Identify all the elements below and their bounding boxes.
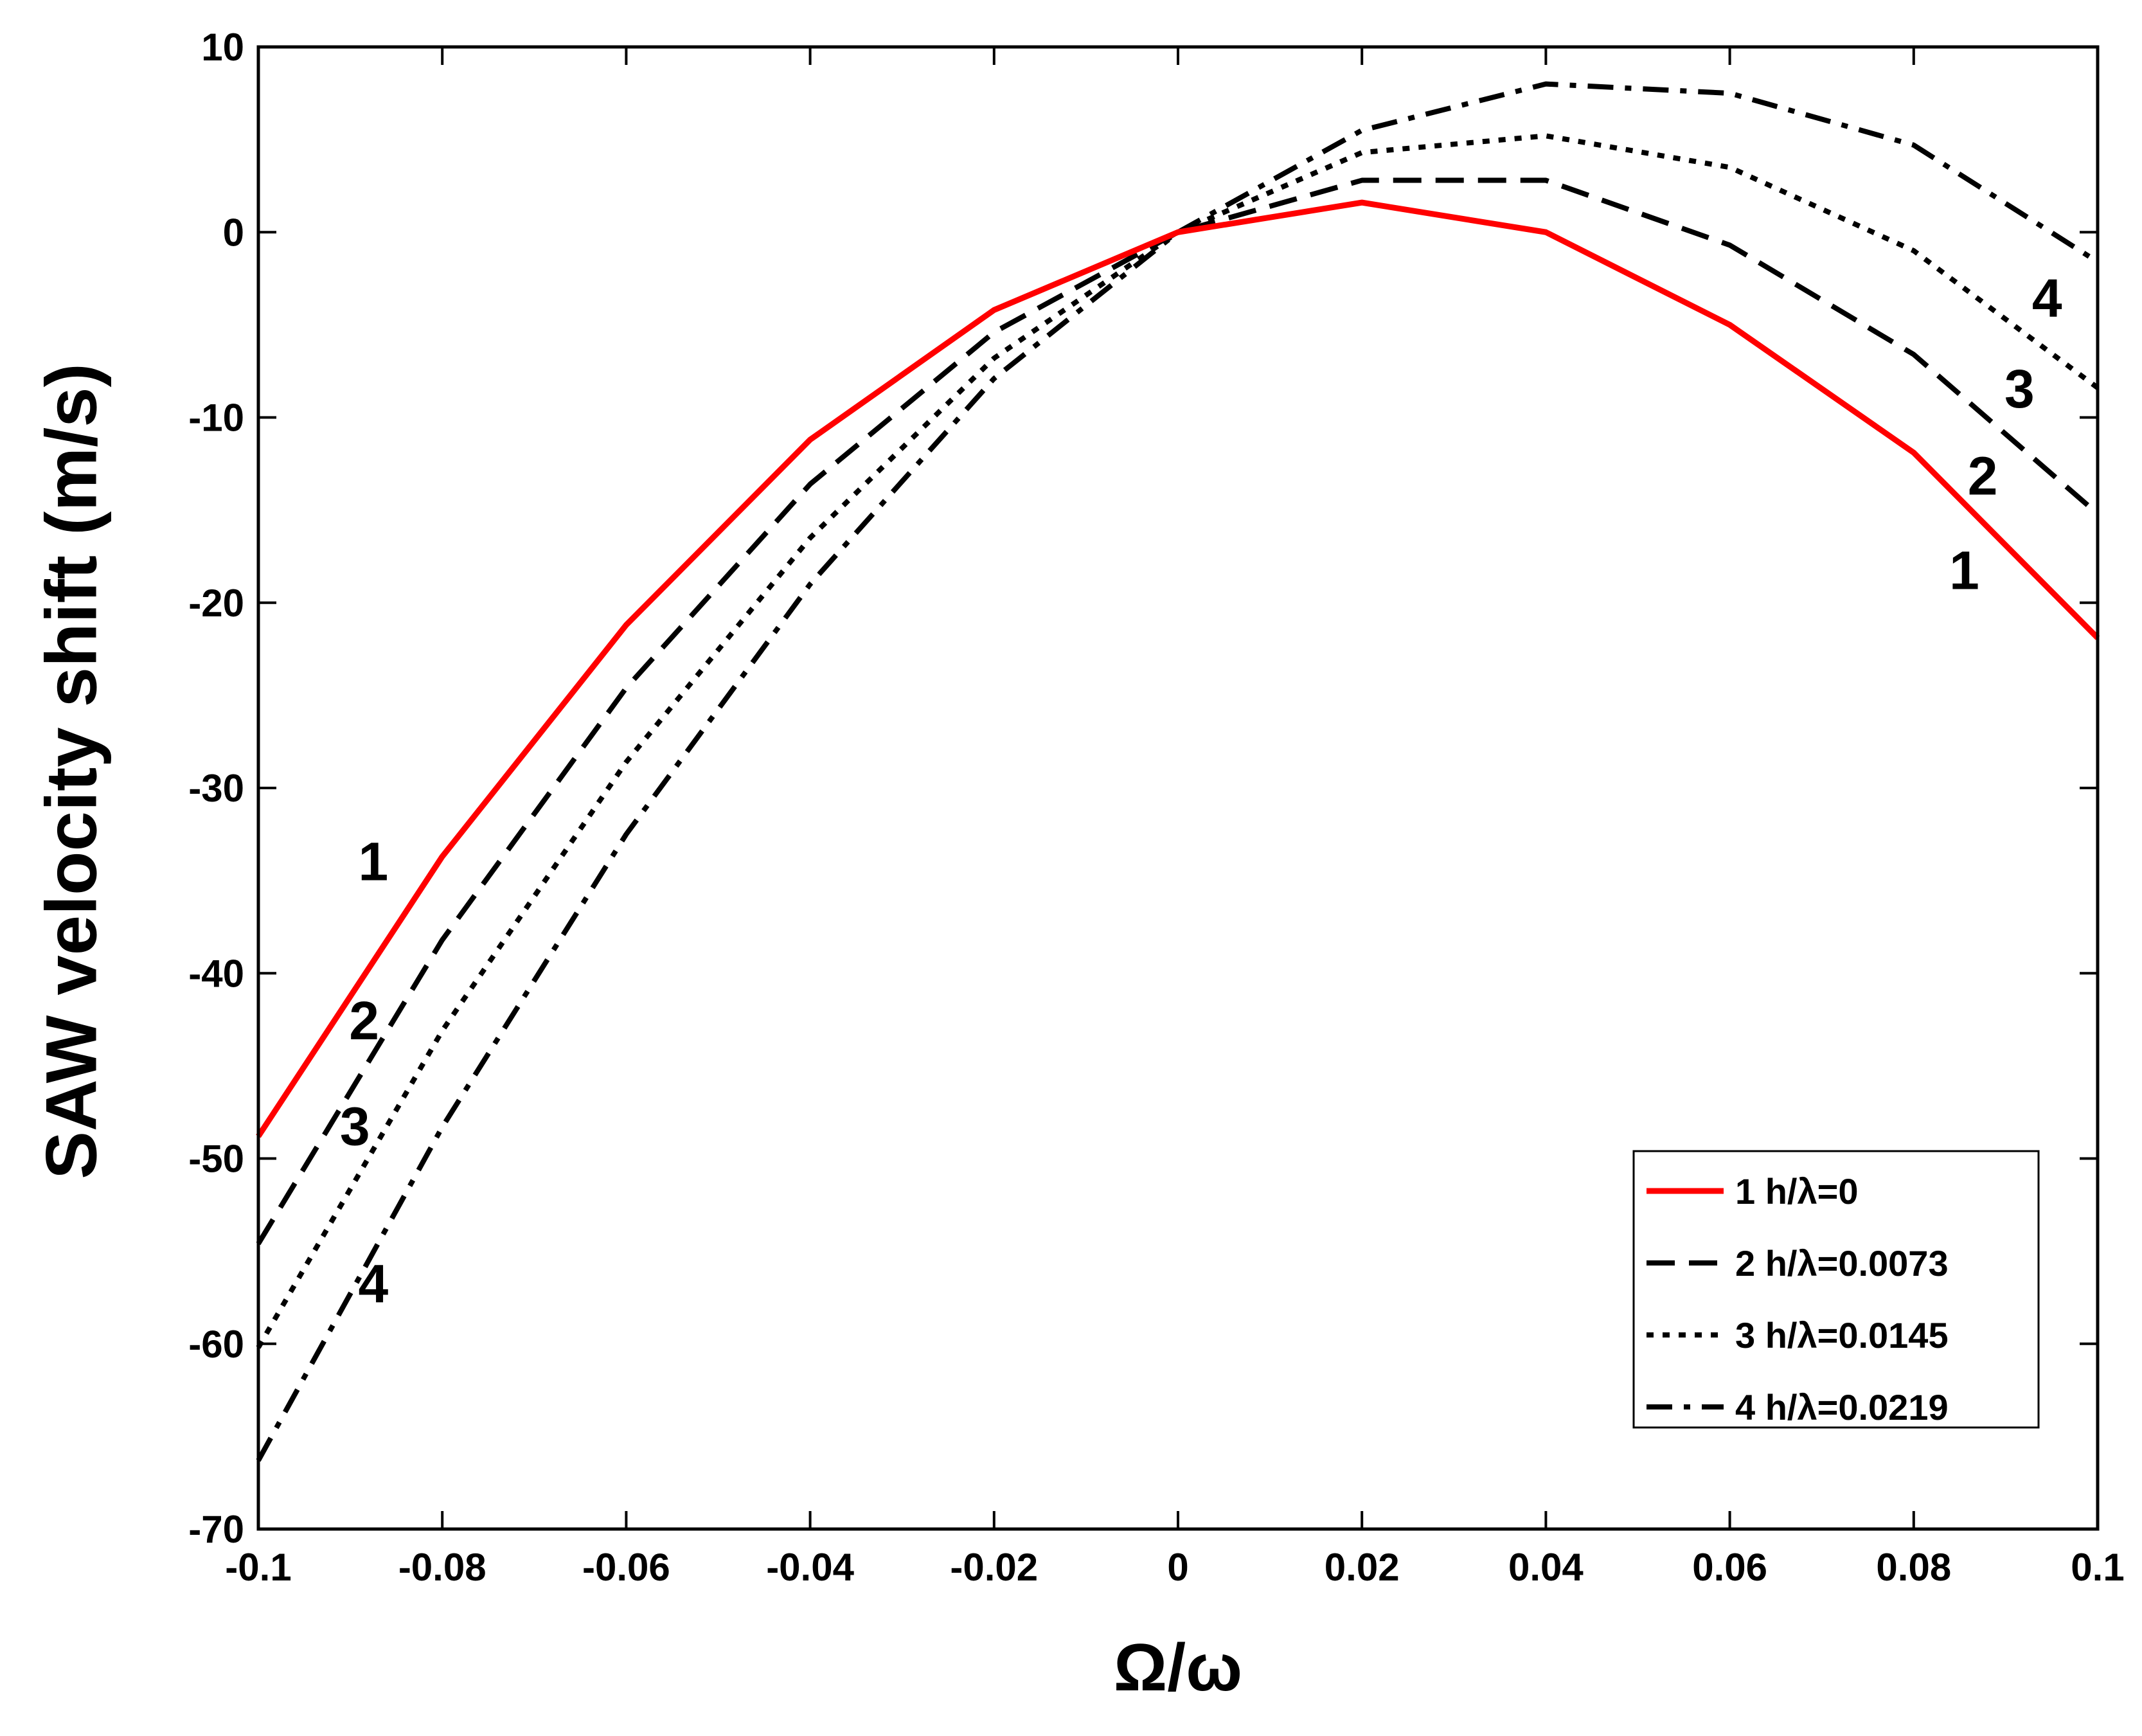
y-axis-title: SAW velocity shift (m/s) bbox=[31, 363, 112, 1179]
y-tick-label: -20 bbox=[188, 582, 244, 625]
y-tick-label: -50 bbox=[188, 1138, 244, 1181]
y-tick-label: -60 bbox=[188, 1323, 244, 1366]
x-tick-label: -0.04 bbox=[766, 1546, 854, 1589]
curve-label: 3 bbox=[340, 1096, 370, 1156]
x-tick-label: 0.02 bbox=[1325, 1546, 1400, 1589]
curve-label: 4 bbox=[359, 1253, 389, 1314]
legend: 1 h/λ=0 2 h/λ=0.0073 3 h/λ=0.0145 4 h/λ=0.0… bbox=[1632, 1150, 2040, 1429]
y-tick-label: -40 bbox=[188, 952, 244, 995]
y-tick-label: -70 bbox=[188, 1508, 244, 1551]
curve-label: 3 bbox=[2004, 359, 2035, 419]
series-line-2 bbox=[256, 177, 2100, 1246]
legend-items: 1 h/λ=0 2 h/λ=0.0073 3 h/λ=0.0145 4 h/λ=0.0… bbox=[1647, 1171, 1949, 1427]
x-tick-label: 0.04 bbox=[1508, 1546, 1584, 1589]
y-tick-label: -10 bbox=[188, 397, 244, 440]
y-tick-label: -30 bbox=[188, 767, 244, 810]
x-tick-label: 0.08 bbox=[1876, 1546, 1951, 1589]
plot-area-frame bbox=[256, 45, 2100, 1531]
legend-label-4: 4 h/λ=0.0219 bbox=[1735, 1387, 1949, 1427]
x-tick-label: -0.02 bbox=[950, 1546, 1038, 1589]
curve-label: 2 bbox=[349, 990, 379, 1051]
x-tick-label: -0.08 bbox=[398, 1546, 486, 1589]
legend-label-3: 3 h/λ=0.0145 bbox=[1735, 1315, 1949, 1356]
legend-box bbox=[1632, 1150, 2040, 1429]
curve-label: 2 bbox=[1968, 446, 1998, 506]
x-tick-label: 0 bbox=[1167, 1546, 1188, 1589]
tick-group: -0.1 -0.08 -0.06 -0.04 -0.02 0 0.02 0.04 0.06 0.0… bbox=[188, 26, 2124, 1589]
legend-label-1: 1 h/λ=0 bbox=[1735, 1171, 1858, 1212]
series-line-1 bbox=[256, 199, 2100, 1138]
y-tick-label: 10 bbox=[201, 26, 244, 69]
legend-label-2: 2 h/λ=0.0073 bbox=[1735, 1243, 1949, 1284]
series-group bbox=[256, 81, 2100, 1462]
curve-label: 4 bbox=[2032, 268, 2062, 328]
x-axis-title: Ω/ω bbox=[1114, 1631, 1242, 1705]
curve-label: 1 bbox=[1949, 541, 1979, 601]
x-tick-label: 0.06 bbox=[1692, 1546, 1767, 1589]
y-tick-label: 0 bbox=[223, 211, 244, 254]
curve-label: 1 bbox=[359, 831, 389, 891]
series-line-3 bbox=[256, 133, 2100, 1349]
x-tick-label: -0.1 bbox=[225, 1546, 291, 1589]
x-tick-label: -0.06 bbox=[582, 1546, 670, 1589]
x-tick-label: 0.1 bbox=[2071, 1546, 2124, 1589]
